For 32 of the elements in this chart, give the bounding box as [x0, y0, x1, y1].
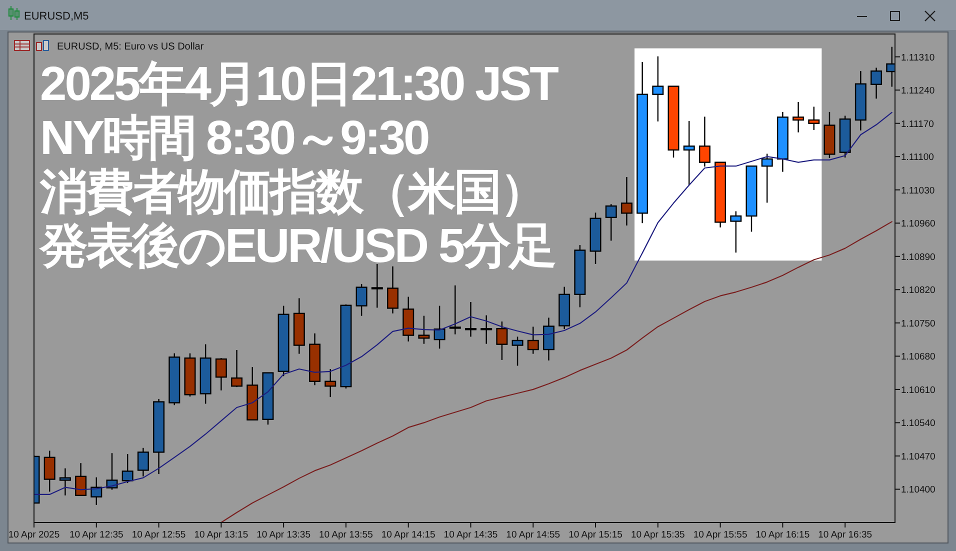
x-tick-label: 10 Apr 14:15 — [381, 530, 436, 540]
y-tick-label: 1.10610 — [901, 384, 936, 396]
y-tick-label: 1.10890 — [901, 252, 936, 263]
x-tick-label: 10 Apr 12:55 — [132, 530, 186, 540]
y-tick-label: 1.10960 — [901, 218, 936, 230]
x-tick-label: 10 Apr 15:55 — [693, 530, 748, 540]
x-tick-label: 10 Apr 16:35 — [818, 530, 872, 540]
y-tick-label: 1.10400 — [901, 484, 936, 496]
x-tick-label: 10 Apr 2025 — [8, 530, 60, 540]
annotation: EURUSD, M5: Euro vs US Dollar — [57, 42, 204, 52]
y-tick-label: 1.10540 — [901, 418, 936, 430]
x-tick-label: 10 Apr 15:15 — [568, 530, 622, 540]
x-tick-label: 10 Apr 12:35 — [69, 530, 124, 540]
x-tick-label: 10 Apr 13:15 — [194, 530, 248, 540]
y-tick-label: 1.10470 — [901, 451, 936, 462]
annotation: EURUSD,M5 — [24, 10, 89, 22]
title: 2025年4月10日21:30 JST NY時間 8:30～9:30 — [40, 58, 557, 165]
x-tick-label: 10 Apr 13:55 — [319, 530, 373, 540]
y-tick-label: 1.11030 — [901, 185, 935, 196]
y-tick-label: 1.10750 — [901, 318, 936, 330]
y-tick-label: 1.10820 — [901, 285, 936, 296]
x-tick-label: 10 Apr 14:35 — [444, 530, 498, 540]
x-tick-label: 10 Apr 15:35 — [630, 530, 685, 540]
y-tick-label: 1.10680 — [901, 352, 936, 363]
y-tick-label: 1.11310 — [901, 52, 935, 64]
subtitle: 消費者物価指数（米国）発表後のEUR/USD 5分足 — [40, 166, 556, 273]
x-tick-label: 10 Apr 13:35 — [256, 530, 310, 540]
y-tick-label: 1.11170 — [901, 118, 934, 130]
y-tick-label: 1.11240 — [901, 86, 935, 97]
x-tick-label: 10 Apr 16:15 — [756, 530, 810, 540]
y-tick-label: 1.11100 — [901, 152, 934, 164]
x-tick-label: 10 Apr 14:55 — [506, 530, 560, 540]
